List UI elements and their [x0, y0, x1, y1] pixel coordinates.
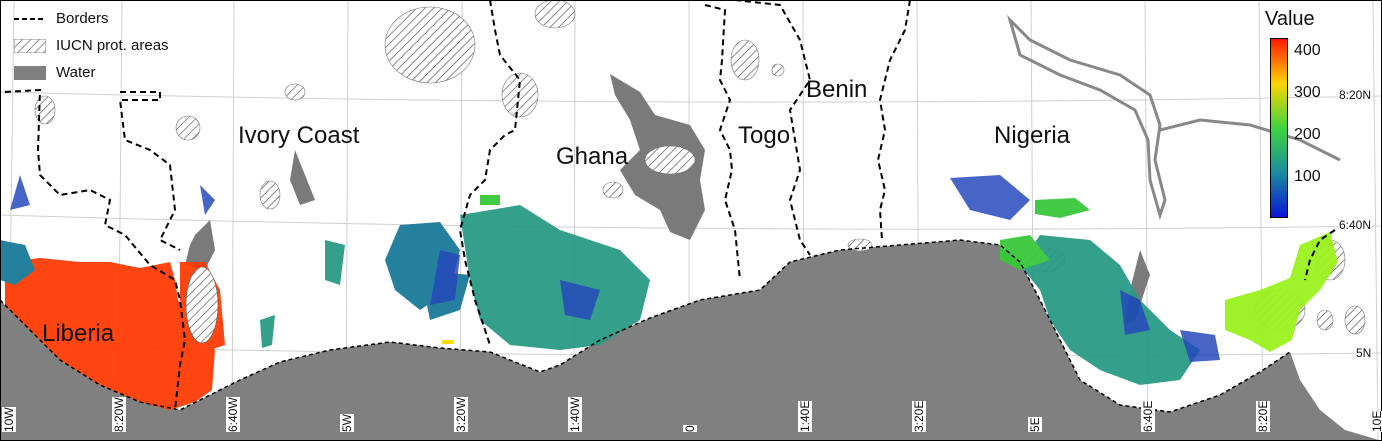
lon-label-10w: 10W [2, 407, 16, 432]
legend-borders: Borders [14, 10, 109, 27]
country-label-benin: Benin [806, 76, 868, 103]
lon-label-6-40w: 6:40W [226, 397, 240, 432]
water-legend-icon [14, 65, 46, 80]
lat-label-5n: 5N [1355, 346, 1373, 360]
lat-label-8-20n: 8:20N [1338, 88, 1373, 102]
inland-water [185, 14, 1341, 325]
lon-label-8-20w: 8:20W [112, 397, 126, 432]
sea-area [0, 240, 1382, 441]
country-label-liberia: Liberia [42, 320, 115, 347]
lon-label-3-20w: 3:20W [454, 397, 468, 432]
liberia-values [5, 258, 215, 410]
borders-legend-icon [14, 17, 46, 20]
legend-borders-label: Borders [56, 10, 109, 27]
country-label-nigeria: Nigeria [994, 122, 1071, 149]
color-scale-title: Value [1265, 8, 1315, 30]
coastline [0, 239, 1291, 413]
protected-area-legend-icon [14, 38, 46, 53]
lon-label-5e: 5E [1028, 417, 1042, 432]
lon-label-3-20e: 3:20E [912, 400, 926, 432]
lon-label-5w: 5W [340, 414, 354, 432]
lon-label-1-40w: 1:40W [568, 397, 582, 432]
color-scale-tick-100: 100 [1294, 168, 1321, 185]
lon-label-10e: 10E [1370, 410, 1382, 432]
color-scale-tick-400: 400 [1294, 42, 1321, 59]
lon-label-8-20e: 8:20E [1256, 400, 1270, 432]
legend-water: Water [14, 64, 95, 81]
lat-label-6-40n: 6:40N [1338, 218, 1373, 232]
legend-water-label: Water [56, 64, 96, 81]
country-label-ghana: Ghana [556, 143, 629, 170]
country-label-ivory-coast: Ivory Coast [238, 122, 360, 149]
color-scale-tick-200: 200 [1294, 126, 1321, 143]
color-scale-bar [1270, 38, 1288, 218]
legend-protected: IUCN prot. areas [14, 37, 169, 54]
legend-protected-label: IUCN prot. areas [56, 37, 169, 54]
country-label-togo: Togo [738, 122, 791, 149]
lon-label-1-40e: 1:40E [798, 400, 812, 432]
borders [4, 0, 1336, 411]
color-scale-tick-300: 300 [1294, 84, 1321, 101]
lon-label-0: 0 [683, 425, 697, 432]
lon-label-6-40e: 6:40E [1141, 400, 1155, 432]
